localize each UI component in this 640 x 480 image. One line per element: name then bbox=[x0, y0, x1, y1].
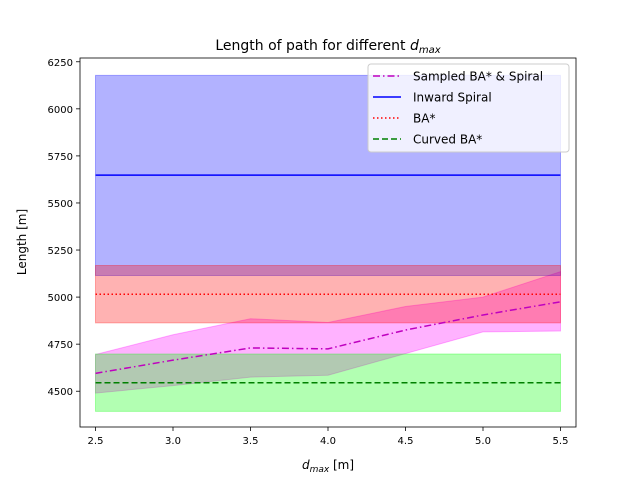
series-lines bbox=[95, 174, 561, 384]
y-tick-label: 4500 bbox=[48, 387, 73, 398]
x-axis-label: dmax [m] bbox=[302, 458, 354, 475]
legend: Sampled BA* & Spiral Inward Spiral BA* Curv… bbox=[367, 63, 570, 153]
line-sampled-ba-spiral bbox=[95, 301, 561, 375]
x-tick-label: 3.5 bbox=[243, 436, 259, 447]
x-tick-label: 4.0 bbox=[320, 436, 336, 447]
y-tick-label: 4750 bbox=[48, 340, 73, 351]
x-axis-ticks: 2.5 3.0 3.5 4.0 4.5 5.0 5.5 bbox=[88, 427, 569, 447]
chart-title: Length of path for different dmax bbox=[215, 38, 440, 56]
legend-frame bbox=[367, 63, 570, 153]
y-tick-label: 6000 bbox=[48, 105, 73, 116]
x-tick-label: 5.0 bbox=[475, 436, 491, 447]
x-tick-label: 5.5 bbox=[553, 436, 569, 447]
y-tick-label: 6250 bbox=[48, 58, 73, 69]
legend-label-ba: BA* bbox=[413, 112, 435, 126]
x-tick-label: 4.5 bbox=[398, 436, 414, 447]
y-axis-label: Length [m] bbox=[15, 209, 29, 275]
x-tick-label: 3.0 bbox=[165, 436, 181, 447]
y-tick-label: 5250 bbox=[48, 246, 73, 257]
x-tick-label: 2.5 bbox=[88, 436, 104, 447]
legend-label-sampled-ba-spiral: Sampled BA* & Spiral bbox=[413, 70, 543, 84]
y-axis-ticks: 4500 4750 5000 5250 5500 5750 6000 6250 bbox=[48, 58, 80, 398]
legend-label-inward-spiral: Inward Spiral bbox=[413, 91, 492, 105]
y-tick-label: 5750 bbox=[48, 152, 73, 163]
y-tick-label: 5500 bbox=[48, 199, 73, 210]
legend-label-curved-ba: Curved BA* bbox=[413, 133, 482, 147]
y-tick-label: 5000 bbox=[48, 293, 73, 304]
band-curved-ba bbox=[95, 353, 561, 412]
